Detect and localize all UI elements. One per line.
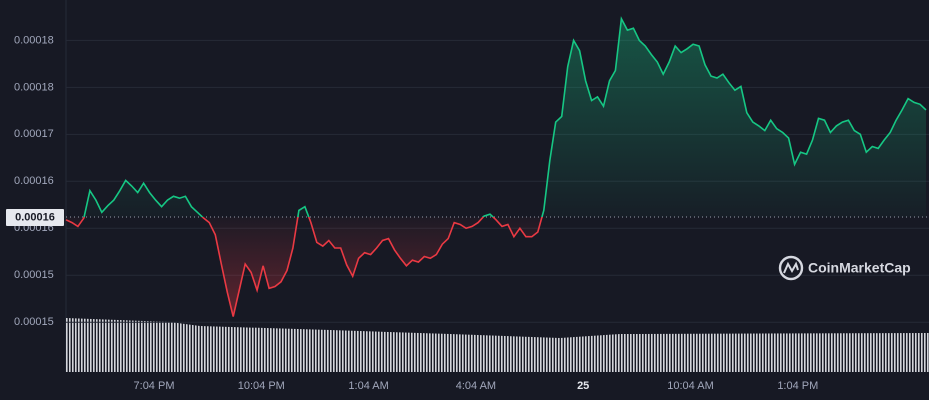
x-tick-label: 7:04 PM xyxy=(134,380,175,392)
x-tick-label: 10:04 AM xyxy=(667,380,713,392)
price-line xyxy=(65,16,927,317)
price-area xyxy=(66,18,926,317)
x-tick-label: 4:04 AM xyxy=(456,380,496,392)
x-tick-label: 1:04 PM xyxy=(777,380,818,392)
y-tick-label: 0.00015 xyxy=(14,269,54,281)
y-tick-label: 0.00017 xyxy=(14,128,54,140)
logo xyxy=(778,255,804,281)
y-tick-label: 0.00016 xyxy=(14,175,54,187)
reference-label: 0.00016 xyxy=(15,211,55,223)
watermark-text: CoinMarketCap xyxy=(808,260,911,276)
y-tick-label: 0.00015 xyxy=(14,316,54,328)
x-tick-label: 10:04 PM xyxy=(238,380,285,392)
logo-mark xyxy=(783,261,799,274)
x-tick-label: 1:04 AM xyxy=(348,380,388,392)
y-tick-label: 0.00018 xyxy=(14,81,54,93)
reference-label-bg xyxy=(6,209,64,226)
watermark: CoinMarketCap xyxy=(778,255,911,281)
volume-bars xyxy=(66,318,929,372)
x-tick-label: 25 xyxy=(577,380,589,392)
y-tick-label: 0.00018 xyxy=(14,34,54,46)
